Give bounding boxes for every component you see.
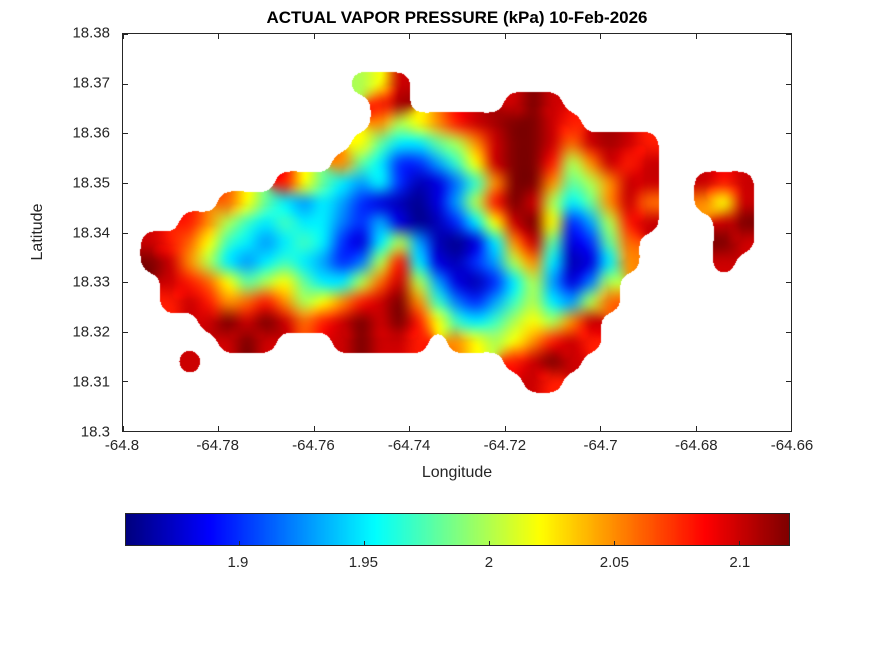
x-tick-label: -64.8 bbox=[104, 437, 140, 454]
x-tick-mark bbox=[504, 426, 506, 431]
colorbar-tick-label: 1.95 bbox=[348, 554, 378, 571]
x-tick-label: -64.76 bbox=[292, 437, 335, 454]
colorbar-tick-mark bbox=[363, 541, 365, 545]
y-tick-mark bbox=[786, 182, 791, 184]
x-tick-mark bbox=[218, 426, 220, 431]
y-tick-mark bbox=[786, 331, 791, 333]
colorbar-tick-mark bbox=[738, 541, 740, 545]
x-tick-mark bbox=[600, 426, 602, 431]
y-tick-mark bbox=[123, 381, 128, 383]
colorbar-tick-mark bbox=[238, 541, 240, 545]
colorbar-gradient-canvas bbox=[126, 514, 789, 545]
y-tick-label: 18.33 bbox=[72, 273, 110, 291]
y-tick-label: 18.32 bbox=[72, 323, 110, 341]
x-tick-label: -64.66 bbox=[770, 437, 814, 454]
y-tick-labels: 18.3 18.31 18.32 18.33 18.34 18.35 18.36 18.37 1… bbox=[0, 25, 114, 441]
x-tick-label: -64.74 bbox=[387, 437, 431, 454]
y-tick-label: 18.34 bbox=[72, 224, 110, 241]
y-tick-mark bbox=[123, 232, 128, 234]
x-tick-mark bbox=[600, 34, 602, 39]
x-tick-label: -64.68 bbox=[675, 437, 718, 454]
x-tick-mark bbox=[409, 426, 411, 431]
y-tick-label: 18.36 bbox=[72, 124, 110, 142]
x-tick-mark bbox=[504, 34, 506, 39]
y-tick-mark bbox=[786, 133, 791, 135]
x-tick-mark bbox=[313, 426, 315, 431]
y-tick-mark bbox=[786, 34, 791, 35]
y-tick-mark bbox=[786, 282, 791, 284]
y-tick-mark bbox=[123, 182, 128, 184]
x-tick-mark bbox=[313, 34, 315, 39]
x-tick-mark bbox=[218, 34, 220, 39]
x-tick-label: -64.72 bbox=[483, 437, 527, 454]
y-tick-label: 18.38 bbox=[72, 24, 110, 42]
y-tick-label: 18.31 bbox=[72, 373, 110, 391]
heatmap-canvas bbox=[123, 34, 791, 431]
y-tick-mark bbox=[123, 282, 128, 284]
colorbar-tick-label: 1.9 bbox=[227, 554, 249, 571]
y-tick-mark bbox=[786, 232, 791, 234]
y-tick-mark bbox=[786, 431, 791, 432]
y-tick-mark bbox=[123, 83, 128, 85]
y-tick-mark bbox=[123, 431, 128, 432]
plot-area bbox=[122, 33, 792, 432]
x-axis-label: Longitude bbox=[421, 464, 493, 481]
y-tick-mark bbox=[123, 133, 128, 135]
colorbar-tick-label: 2.05 bbox=[599, 554, 629, 571]
x-tick-label: -64.78 bbox=[196, 437, 239, 454]
x-tick-mark bbox=[791, 426, 792, 431]
y-tick-mark bbox=[123, 34, 128, 35]
x-tick-mark bbox=[409, 34, 411, 39]
y-tick-mark bbox=[786, 381, 791, 383]
colorbar-tick-mark bbox=[488, 541, 490, 545]
y-tick-label: 18.35 bbox=[72, 174, 110, 192]
chart-title: ACTUAL VAPOR PRESSURE (kPa) 10-Feb-2026 bbox=[266, 8, 648, 27]
x-tick-mark bbox=[791, 34, 792, 39]
y-tick-mark bbox=[786, 83, 791, 85]
colorbar-tick-labels: 1.9 1.95 2 2.05 2.1 bbox=[125, 554, 790, 574]
x-tick-mark bbox=[123, 34, 124, 39]
y-tick-label: 18.37 bbox=[72, 74, 110, 92]
x-tick-mark bbox=[123, 426, 124, 431]
colorbar-tick-label: 2 bbox=[484, 554, 494, 571]
x-tick-label: -64.7 bbox=[583, 437, 618, 454]
colorbar-tick-label: 2.1 bbox=[729, 554, 751, 571]
x-tick-mark bbox=[695, 426, 697, 431]
y-tick-label: 18.3 bbox=[80, 423, 110, 441]
x-tick-mark bbox=[695, 34, 697, 39]
colorbar-tick-mark bbox=[613, 541, 615, 545]
y-tick-mark bbox=[123, 331, 128, 333]
colorbar bbox=[125, 513, 790, 546]
x-tick-labels: -64.8 -64.78 -64.76 -64.74 -64.72 -64.7 -64.68… bbox=[105, 437, 813, 457]
